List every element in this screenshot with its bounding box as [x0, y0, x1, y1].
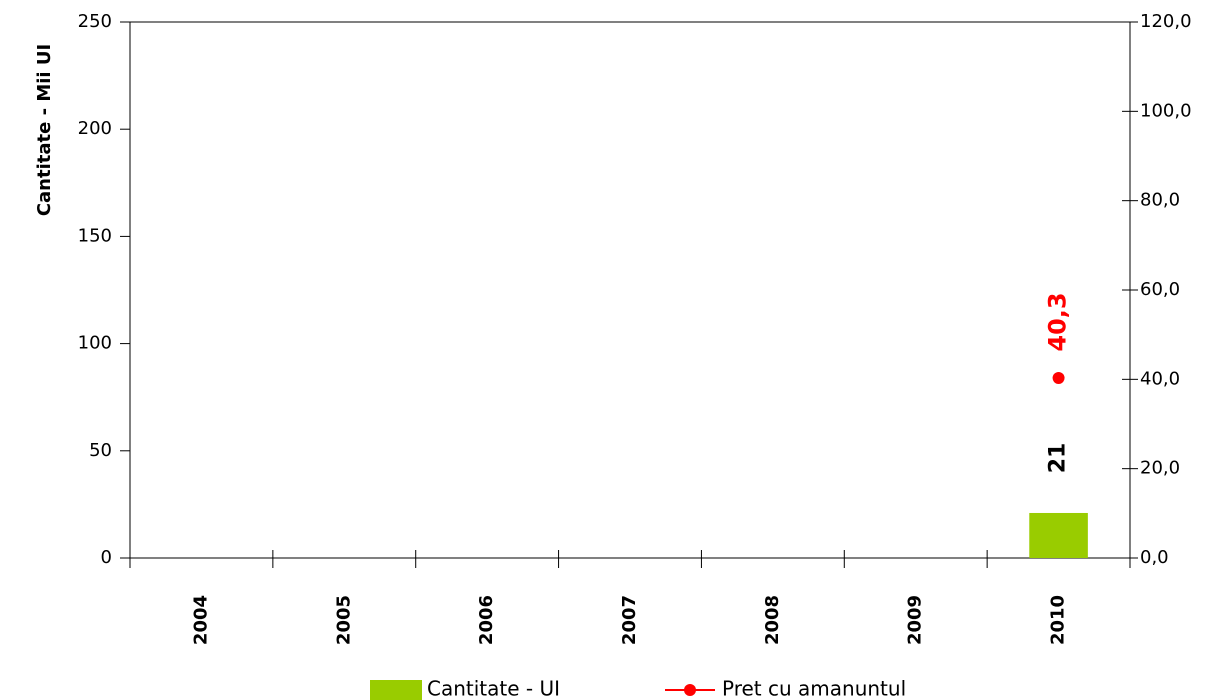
x-tick-label: 2008	[762, 595, 783, 645]
x-tick-label: 2004	[190, 595, 211, 645]
y-tick-label: 150	[78, 225, 112, 246]
y2-tick-label: 0,0	[1140, 547, 1169, 568]
y2-tick-label: 20,0	[1140, 458, 1180, 479]
y-tick-label: 100	[78, 333, 112, 354]
legend-label: Cantitate - UI	[427, 677, 560, 700]
y2-tick-label: 100,0	[1140, 100, 1192, 121]
legend-swatch-marker	[684, 684, 696, 696]
y2-tick-label: 60,0	[1140, 279, 1180, 300]
bar	[1029, 512, 1088, 558]
y-tick-label: 250	[78, 11, 112, 32]
data-label: 40,3	[1044, 292, 1072, 351]
y-tick-label: 0	[101, 547, 112, 568]
data-label: 21	[1046, 443, 1071, 474]
x-tick-label: 2007	[619, 595, 640, 645]
y2-tick-label: 80,0	[1140, 190, 1180, 211]
y-tick-label: 200	[78, 118, 112, 139]
legend-label: Pret cu amanuntul	[722, 677, 906, 700]
plot-frame	[129, 21, 1131, 559]
y2-tick-label: 120,0	[1140, 11, 1192, 32]
x-tick-label: 2009	[905, 595, 926, 645]
y-axis-label: Cantitate - Mii UI	[34, 44, 55, 216]
y2-tick-label: 40,0	[1140, 368, 1180, 389]
legend-swatch	[370, 680, 422, 700]
x-tick-label: 2006	[476, 595, 497, 645]
line-marker	[1052, 371, 1065, 384]
x-tick-label: 2005	[333, 595, 354, 645]
y-tick-label: 50	[89, 440, 112, 461]
x-tick-label: 2010	[1048, 595, 1069, 645]
